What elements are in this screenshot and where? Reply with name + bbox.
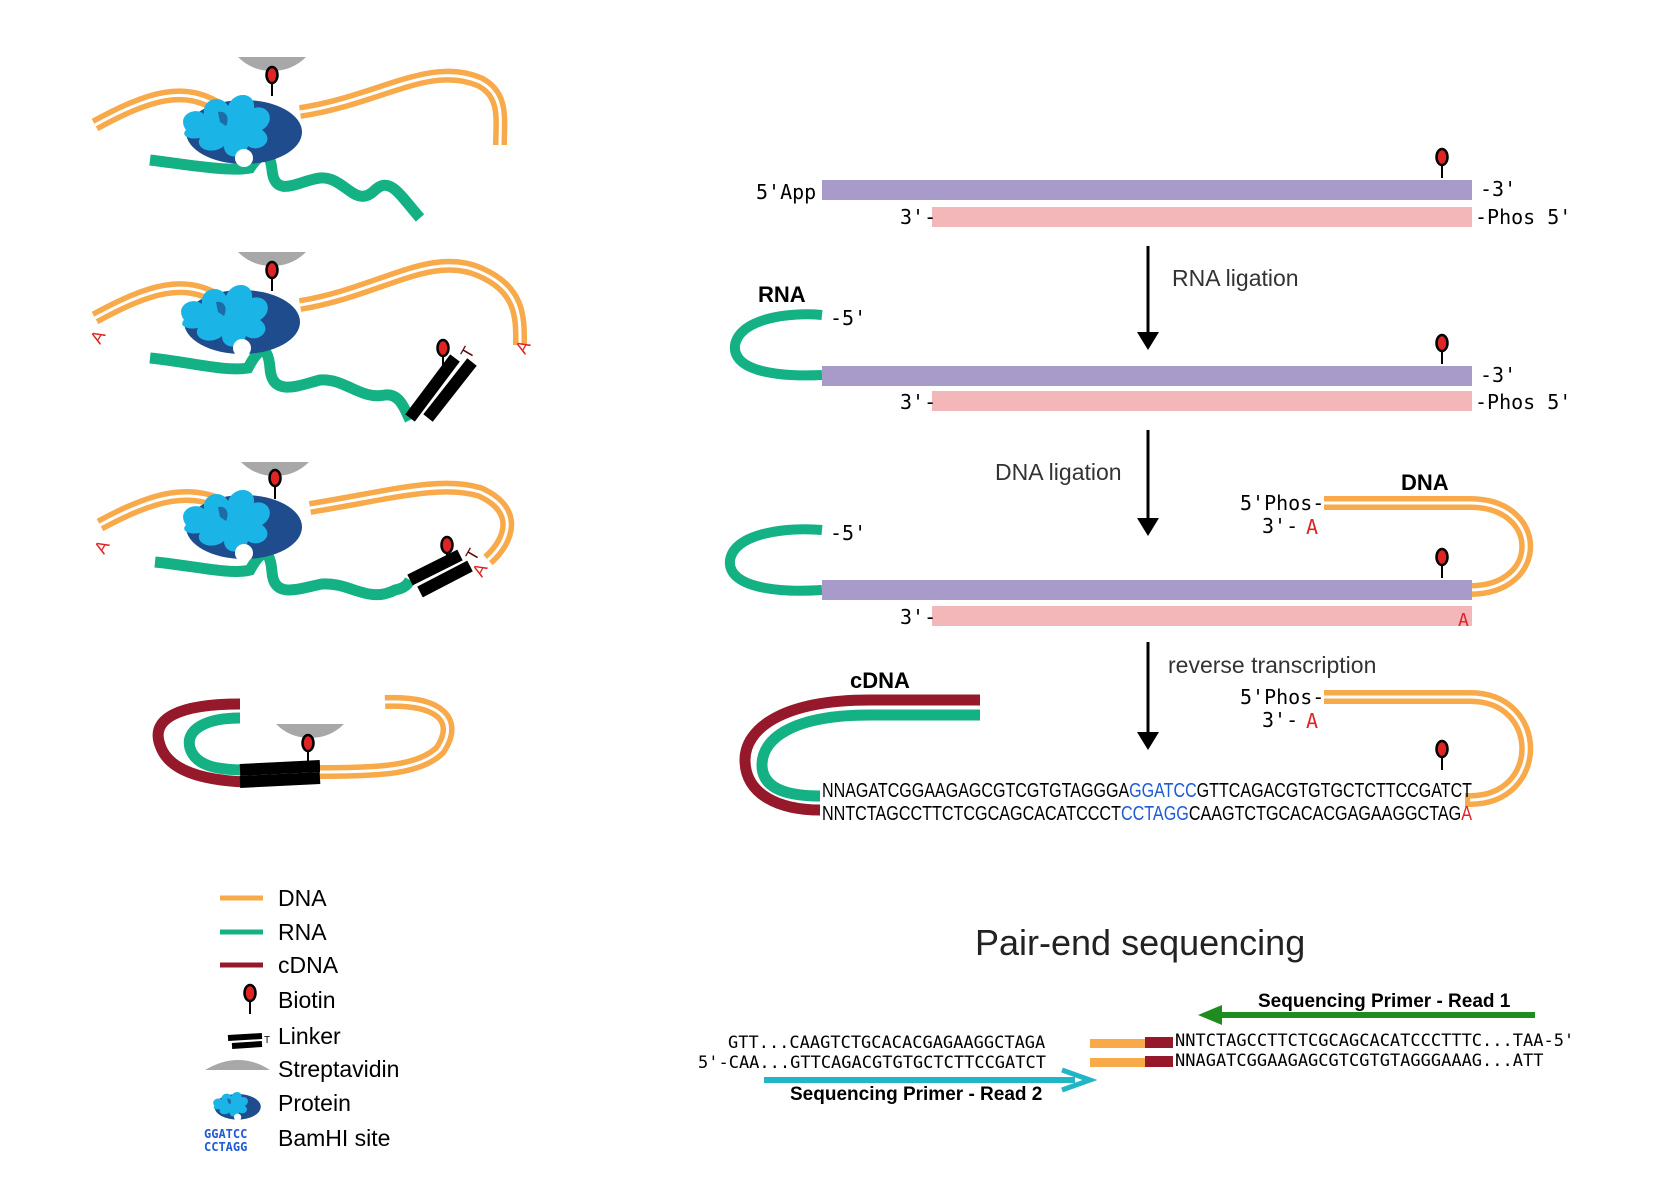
purple-strand — [822, 580, 1472, 600]
label-5app: 5'App — [756, 180, 816, 204]
seq-left-bottom: 5'-CAA...GTTCAGACGTGTGCTCTTCCGATCT — [698, 1053, 1046, 1073]
label-phos5: -Phos 5' — [1475, 205, 1571, 229]
linker-t-label: T — [462, 546, 484, 564]
rna-strand — [724, 524, 823, 596]
cdna-label: cDNA — [850, 668, 910, 693]
svg-text:-5': -5' — [830, 521, 866, 545]
seq-left-top: GTT...CAAGTCTGCACACGAGAAGGCTAGA — [728, 1033, 1045, 1053]
cdna-strand — [152, 698, 246, 788]
a-overhang-label: A — [468, 560, 491, 580]
step-label: DNA ligation — [995, 459, 1122, 485]
step3-dna-ligated: DNA 5'Phos- 3'- A -5' 3'- A — [724, 470, 1534, 631]
pink-strand — [932, 207, 1472, 227]
linker-icon — [405, 354, 477, 422]
bamhi-site: GGATCC — [1129, 780, 1197, 802]
rna-strand — [756, 709, 980, 802]
left-panel-stage4 — [152, 694, 455, 788]
biotin-icon — [265, 260, 279, 293]
linker-bar — [239, 760, 321, 776]
legend-item: BamHI site — [278, 1125, 390, 1151]
legend: DNA RNA cDNA Biotin T Linker Streptavidi… — [204, 885, 399, 1154]
step1-adapter: 5'App 3'- -3' -Phos 5' — [756, 147, 1571, 229]
step4-cdna: cDNA 5'Phos- 3'- A NNAGATCGGAAGAGCGTCGTG… — [739, 668, 1534, 825]
svg-text:-3': -3' — [1480, 363, 1516, 387]
section-title: Pair-end sequencing — [975, 922, 1305, 963]
biotin-icon — [265, 65, 279, 98]
svg-text:A: A — [1458, 610, 1469, 631]
biotin-icon — [268, 468, 282, 501]
purple-strand — [822, 180, 1472, 200]
left-panel-stage3: A A T — [90, 462, 515, 601]
primer-read2-label: Sequencing Primer - Read 2 — [790, 1084, 1042, 1105]
label-3prime: 3'- — [900, 205, 936, 229]
left-panel-stage1 — [91, 57, 508, 222]
svg-text:3'-: 3'- — [1262, 708, 1298, 732]
seq-right-top: NNTCTAGCCTTCTCGCAGCACATCCCTTTC...TAA-5' — [1175, 1031, 1574, 1051]
biotin-icon — [301, 733, 315, 766]
svg-text:3'-: 3'- — [1262, 514, 1298, 538]
linker-t-label: T — [457, 344, 479, 362]
legend-item: Streptavidin — [278, 1056, 399, 1082]
biotin-icon — [1435, 333, 1449, 366]
legend-item: Protein — [278, 1090, 351, 1116]
step-label: reverse transcription — [1168, 652, 1376, 678]
svg-text:T: T — [264, 1035, 270, 1046]
pink-strand — [932, 606, 1472, 626]
rna-5prime-label: -5' — [830, 306, 866, 330]
arrow-dna-ligation: DNA ligation — [995, 430, 1159, 536]
purple-strand — [822, 366, 1472, 386]
a-overhang-label: A — [86, 327, 109, 347]
svg-text:5'Phos-: 5'Phos- — [1240, 685, 1324, 709]
bamhi-site: CCTAGG — [1121, 803, 1189, 825]
primer-read1-label: Sequencing Primer - Read 1 — [1258, 991, 1511, 1012]
svg-text:3'-: 3'- — [900, 605, 936, 629]
arrow-reverse-transcription: reverse transcription — [1137, 642, 1376, 750]
rna-strand — [730, 309, 823, 381]
pair-end-section: Pair-end sequencing Sequencing Primer - … — [698, 922, 1574, 1105]
label-3prime: -3' — [1480, 177, 1516, 201]
svg-text:-Phos 5': -Phos 5' — [1475, 390, 1571, 414]
dna-label: DNA — [1401, 470, 1449, 495]
dna-strand — [1324, 496, 1534, 597]
legend-item: RNA — [278, 919, 327, 945]
cdna-strand — [739, 694, 980, 816]
legend-item: cDNA — [278, 952, 339, 978]
rna-strand — [149, 149, 425, 222]
legend-item: DNA — [278, 885, 327, 911]
bamhi-icon-top: GGATCC — [204, 1127, 247, 1141]
biotin-icon — [243, 983, 257, 1016]
pink-strand — [932, 391, 1472, 411]
seq-right-bottom: NNAGATCGGAAGAGCGTCGTGTAGGGAAAG...ATT — [1175, 1051, 1543, 1071]
protein-icon — [213, 1091, 261, 1121]
biotin-icon — [1435, 547, 1449, 580]
biotin-icon — [1435, 147, 1449, 180]
linker-icon — [227, 1033, 263, 1049]
svg-text:A: A — [1306, 515, 1318, 539]
svg-text:3'-: 3'- — [900, 390, 936, 414]
streptavidin-icon — [205, 1060, 270, 1070]
legend-item: Linker — [278, 1023, 341, 1049]
step-label: RNA ligation — [1172, 265, 1299, 291]
arrow-rna-ligation: RNA ligation — [1137, 246, 1299, 350]
sequence-top: NNAGATCGGAAGAGCGTCGTGTAGGGAGGATCCGTTCAGA… — [822, 780, 1472, 802]
rna-label: RNA — [758, 282, 806, 307]
sequence-bottom: NNTCTAGCCTTCTCGCAGCACATCCCTCCTAGGCAAGTCT… — [822, 803, 1473, 825]
bamhi-icon-bottom: CCTAGG — [204, 1140, 247, 1154]
left-panel-stage2: A A T — [86, 252, 534, 423]
biotin-icon — [1435, 739, 1449, 772]
legend-item: Biotin — [278, 987, 336, 1013]
svg-text:5'Phos-: 5'Phos- — [1240, 491, 1324, 515]
a-overhang-label: A — [90, 537, 113, 557]
step2-rna-ligated: RNA -5' 3'- -3' -Phos 5' — [730, 282, 1571, 414]
svg-text:A: A — [1306, 709, 1318, 733]
